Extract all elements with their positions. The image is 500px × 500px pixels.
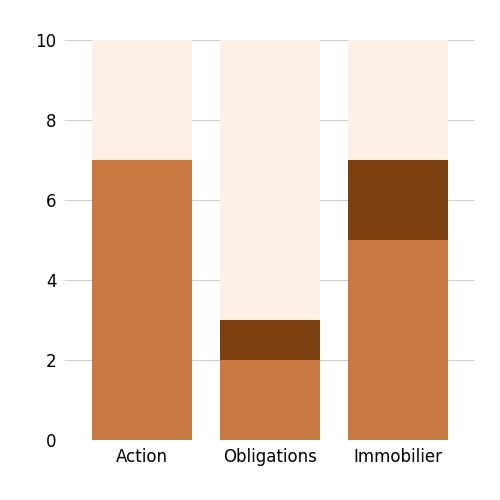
Bar xyxy=(348,160,448,240)
Bar xyxy=(348,40,448,160)
Bar xyxy=(92,40,192,160)
Bar xyxy=(92,160,192,440)
Bar xyxy=(220,320,320,360)
Bar xyxy=(348,240,448,440)
Bar xyxy=(220,360,320,440)
Bar xyxy=(220,40,320,320)
